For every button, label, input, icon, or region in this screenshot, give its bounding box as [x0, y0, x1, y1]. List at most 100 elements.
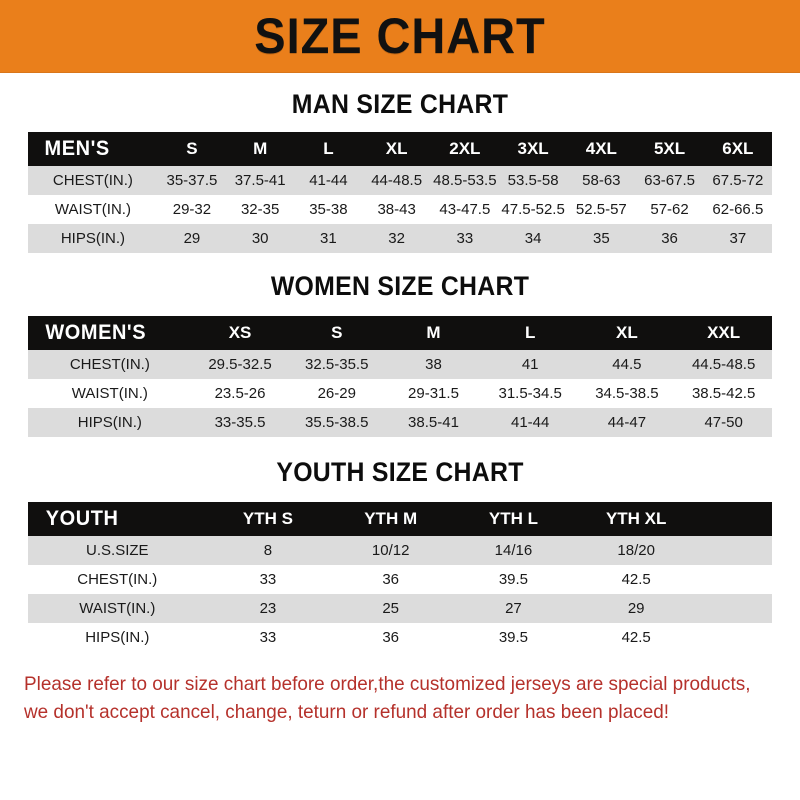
table-cell: 38.5-42.5 — [691, 385, 756, 402]
table-cell: 30 — [251, 230, 269, 247]
table-cell: 58-63 — [582, 172, 621, 189]
table-cell: 57-62 — [650, 201, 689, 218]
table-cell: 29 — [183, 230, 201, 247]
table-cell: 53.5-58 — [507, 172, 559, 189]
table-cell: 41-44 — [511, 414, 550, 431]
table-cell: 44.5-48.5 — [691, 356, 756, 373]
women-table-header-row: WOMEN'S XS S M L XL XXL — [28, 316, 772, 350]
women-column-header: M — [426, 323, 441, 342]
women-size-table: WOMEN'S XS S M L XL XXL CHEST(IN.) 29.5-… — [28, 316, 772, 437]
youth-size-table: YOUTH YTH S YTH M YTH L YTH XL U.S.SIZE … — [28, 502, 772, 652]
table-cell: 29-31.5 — [408, 385, 459, 402]
youth-table-header-row: YOUTH YTH S YTH M YTH L YTH XL — [28, 502, 772, 536]
table-cell: 8 — [263, 542, 273, 559]
table-row: HIPS(IN.) 33 36 39.5 42.5 — [28, 623, 772, 652]
man-row-label: WAIST(IN.) — [54, 201, 131, 218]
table-cell: 29.5-32.5 — [208, 356, 272, 373]
youth-column-header: YTH XL — [605, 509, 667, 528]
table-cell: 32.5-35.5 — [305, 356, 369, 373]
table-cell: 42.5 — [621, 571, 651, 588]
man-size-table-wrap: MEN'S S M L XL 2XL 3XL 4XL 5XL 6XL CHEST… — [28, 132, 772, 253]
table-cell: 37.5-41 — [234, 172, 286, 189]
table-cell: 35-38 — [309, 201, 348, 218]
table-cell: 67.5-72 — [712, 172, 764, 189]
table-cell: 34.5-38.5 — [595, 385, 659, 402]
table-row: CHEST(IN.) 35-37.5 37.5-41 41-44 44-48.5… — [28, 166, 772, 195]
table-cell: 34 — [524, 230, 542, 247]
women-column-header: S — [331, 323, 343, 342]
table-cell: 18/20 — [617, 542, 655, 559]
youth-row-label-header: YOUTH — [45, 507, 119, 530]
table-cell: 31.5-34.5 — [498, 385, 562, 402]
youth-header-spacer — [698, 502, 772, 536]
man-column-header: 2XL — [449, 139, 481, 158]
youth-column-header: YTH M — [364, 509, 418, 528]
table-cell: 33 — [456, 230, 474, 247]
man-column-header: 3XL — [517, 139, 549, 158]
table-cell: 23 — [259, 600, 277, 617]
man-column-header: XL — [385, 139, 408, 158]
youth-column-header: YTH L — [488, 509, 538, 528]
table-cell-spacer — [698, 536, 772, 565]
man-row-label-header: MEN'S — [44, 137, 110, 160]
youth-size-table-wrap: YOUTH YTH S YTH M YTH L YTH XL U.S.SIZE … — [28, 502, 772, 652]
footer-note-line-2: we don't accept cancel, change, teturn o… — [24, 701, 670, 724]
women-column-header: L — [524, 323, 536, 342]
table-cell-spacer — [698, 565, 772, 594]
table-cell: 36 — [661, 230, 678, 247]
youth-row-label: U.S.SIZE — [86, 542, 149, 559]
table-cell: 33-35.5 — [214, 414, 266, 431]
table-cell: 10/12 — [371, 542, 410, 559]
table-cell: 23.5-26 — [214, 385, 266, 402]
footer-note: Please refer to our size chart before or… — [24, 670, 753, 727]
women-size-table-wrap: WOMEN'S XS S M L XL XXL CHEST(IN.) 29.5-… — [28, 316, 772, 437]
table-cell: 25 — [382, 600, 400, 617]
table-cell-spacer — [698, 594, 772, 623]
table-cell: 43-47.5 — [439, 201, 491, 218]
table-cell: 29-32 — [172, 201, 212, 218]
man-column-header: 4XL — [585, 139, 617, 158]
man-row-label: CHEST(IN.) — [52, 172, 133, 189]
table-cell: 29 — [627, 600, 645, 617]
table-cell: 31 — [320, 230, 337, 247]
table-cell: 35-37.5 — [166, 172, 218, 189]
footer-note-line-1: Please refer to our size chart before or… — [24, 673, 751, 695]
table-cell: 44.5 — [612, 356, 642, 373]
table-cell: 37 — [729, 230, 747, 247]
man-column-header: S — [186, 139, 198, 158]
table-cell: 41-44 — [309, 172, 348, 189]
women-row-label: WAIST(IN.) — [71, 385, 148, 402]
section-title-man: MAN SIZE CHART — [291, 89, 509, 119]
page-banner: SIZE CHART — [0, 0, 800, 73]
man-column-header: 6XL — [722, 139, 754, 158]
table-cell: 63-67.5 — [644, 172, 695, 189]
table-row: WAIST(IN.) 23.5-26 26-29 29-31.5 31.5-34… — [28, 379, 772, 408]
section-title-women: WOMEN SIZE CHART — [270, 271, 530, 301]
table-row: HIPS(IN.) 29 30 31 32 33 34 35 36 37 — [28, 224, 772, 253]
man-size-table: MEN'S S M L XL 2XL 3XL 4XL 5XL 6XL CHEST… — [28, 132, 772, 253]
table-cell: 39.5 — [498, 571, 529, 588]
table-cell: 44-47 — [607, 414, 647, 431]
table-cell: 35.5-38.5 — [305, 414, 369, 431]
man-column-header: M — [253, 139, 268, 158]
table-cell: 32 — [388, 230, 405, 247]
table-row: WAIST(IN.) 23 25 27 29 — [28, 594, 772, 623]
table-cell: 42.5 — [621, 629, 651, 646]
table-cell: 26-29 — [317, 385, 356, 402]
table-cell: 33 — [259, 571, 277, 588]
youth-column-header: YTH S — [242, 509, 293, 528]
women-column-header: XL — [616, 323, 638, 342]
table-cell: 38 — [425, 356, 442, 373]
man-row-label: HIPS(IN.) — [60, 230, 125, 247]
man-column-header: 5XL — [653, 139, 686, 158]
table-cell: 36 — [382, 629, 400, 646]
section-title-youth: YOUTH SIZE CHART — [276, 457, 524, 487]
table-cell: 41 — [521, 356, 539, 373]
table-row: CHEST(IN.) 29.5-32.5 32.5-35.5 38 41 44.… — [28, 350, 772, 379]
table-cell: 14/16 — [494, 542, 533, 559]
table-cell-spacer — [698, 623, 772, 652]
man-table-header-row: MEN'S S M L XL 2XL 3XL 4XL 5XL 6XL — [28, 132, 772, 166]
table-cell: 36 — [382, 571, 400, 588]
women-column-header: XS — [228, 323, 252, 342]
table-cell: 47.5-52.5 — [501, 201, 565, 218]
